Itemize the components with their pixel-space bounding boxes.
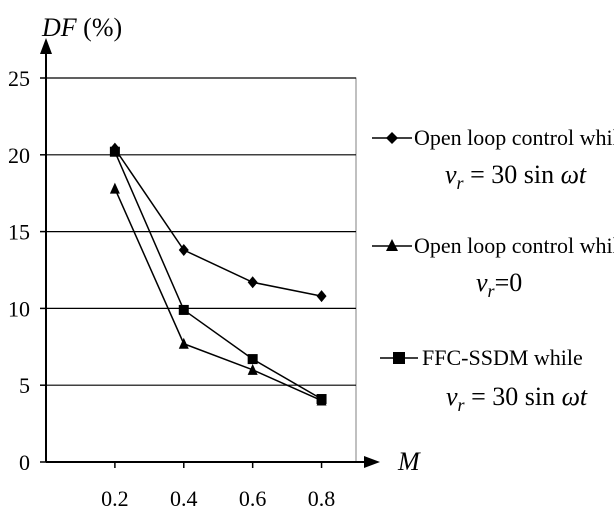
series-3-point-2 bbox=[178, 304, 189, 315]
legend-1-line2: vr = 30 sin ωt bbox=[445, 160, 587, 193]
legend-item-3: FFC-SSDM while vr = 30 sin ωt bbox=[380, 345, 588, 415]
x-axis-arrow bbox=[364, 456, 380, 468]
legend-1-diamond-icon bbox=[386, 132, 398, 144]
y-tick-label-15: 15 bbox=[8, 220, 30, 245]
series-2-line bbox=[114, 188, 322, 402]
plot-area bbox=[45, 77, 357, 463]
series-2-point-2 bbox=[178, 337, 189, 349]
legend: Open loop control while vr = 30 sin ωt O… bbox=[372, 125, 614, 415]
legend-1-line1: Open loop control while bbox=[414, 125, 614, 150]
x-tick-labels: 0.2 0.4 0.6 0.8 bbox=[101, 462, 335, 510]
series-3-point-1 bbox=[109, 146, 120, 157]
y-tick-labels: 0 5 10 15 20 25 bbox=[8, 66, 46, 475]
y-tick-label-10: 10 bbox=[8, 296, 30, 321]
gridlines bbox=[46, 77, 356, 386]
series-markers bbox=[109, 142, 327, 406]
x-tick-label-0.4: 0.4 bbox=[170, 486, 198, 510]
legend-3-square-icon bbox=[393, 352, 405, 364]
series-2-point-3 bbox=[247, 363, 258, 375]
series-lines bbox=[114, 148, 322, 402]
legend-2-line2: vr=0 bbox=[476, 268, 522, 301]
series-3-point-3 bbox=[247, 354, 258, 365]
series-3-point-4 bbox=[316, 394, 327, 405]
x-axis-title: M bbox=[397, 447, 421, 476]
legend-3-line2: vr = 30 sin ωt bbox=[446, 382, 588, 415]
legend-3-line1: FFC-SSDM while bbox=[422, 345, 583, 370]
series-1-point-2 bbox=[178, 244, 189, 257]
x-tick-label-0.6: 0.6 bbox=[239, 486, 267, 510]
legend-2-triangle-icon bbox=[386, 239, 398, 251]
y-axis-title: DF (%) bbox=[41, 13, 122, 42]
x-tick-label-0.2: 0.2 bbox=[101, 486, 129, 510]
series-1-line bbox=[114, 148, 322, 297]
legend-item-2: Open loop control while vr=0 bbox=[372, 233, 614, 301]
series-1-point-3 bbox=[247, 276, 258, 289]
y-tick-label-5: 5 bbox=[19, 373, 30, 398]
series-3-line bbox=[114, 151, 322, 400]
series-1-point-4 bbox=[316, 290, 327, 303]
x-tick-label-0.8: 0.8 bbox=[308, 486, 336, 510]
y-tick-label-20: 20 bbox=[8, 143, 30, 168]
y-axis-arrow bbox=[40, 38, 52, 54]
legend-2-line1: Open loop control while bbox=[414, 233, 614, 258]
y-tick-label-25: 25 bbox=[8, 66, 30, 91]
legend-item-1: Open loop control while vr = 30 sin ωt bbox=[372, 125, 614, 193]
series-2-point-1 bbox=[109, 182, 120, 194]
y-tick-label-0: 0 bbox=[19, 450, 30, 475]
